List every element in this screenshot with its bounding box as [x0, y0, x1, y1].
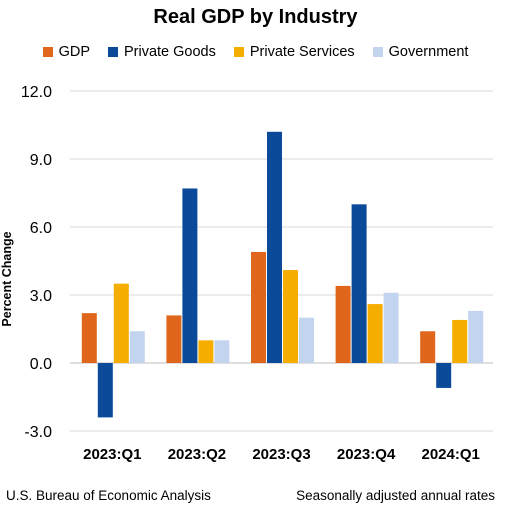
y-axis-label: Percent Change	[0, 231, 14, 326]
bar	[113, 283, 129, 363]
x-tick-label: 2024:Q1	[422, 446, 480, 463]
y-tick-label: 3.0	[30, 288, 52, 305]
bar	[129, 331, 145, 363]
y-tick-label: 9.0	[30, 152, 52, 169]
chart-title: Real GDP by Industry	[153, 6, 358, 28]
bar	[267, 131, 282, 363]
bar	[251, 251, 266, 363]
bar	[166, 315, 182, 363]
bar	[367, 304, 383, 363]
bar	[452, 319, 468, 363]
legend-item: Government	[372, 44, 469, 60]
x-tick-label: 2023:Q3	[252, 446, 310, 463]
y-tick-label: 0.0	[30, 356, 52, 373]
bar	[198, 340, 214, 363]
bar	[383, 292, 399, 363]
y-tick-label: 12.0	[21, 84, 52, 101]
bar	[97, 363, 113, 418]
legend-label: Private Goods	[123, 44, 216, 60]
bar	[335, 285, 351, 363]
bar	[420, 331, 436, 363]
source-note: U.S. Bureau of Economic Analysis	[6, 488, 211, 503]
bar	[351, 204, 367, 363]
x-tick-label: 2023:Q2	[168, 446, 226, 463]
legend-label: Government	[388, 44, 469, 60]
bar	[182, 188, 198, 363]
legend-label: GDP	[58, 44, 90, 60]
legend-item: GDP	[42, 44, 90, 60]
legend-item: Private Goods	[107, 44, 216, 60]
legend-swatch	[372, 47, 383, 57]
bar	[81, 313, 97, 363]
legend-item: Private Services	[233, 44, 355, 60]
legend-swatch	[107, 47, 118, 57]
x-tick-label: 2023:Q4	[337, 446, 396, 463]
legend-swatch	[233, 47, 244, 57]
y-tick-label: 6.0	[30, 220, 52, 237]
legend: GDP Private Goods Private Services Governme…	[0, 44, 511, 60]
bar	[436, 363, 452, 388]
bar	[283, 270, 298, 363]
bar	[468, 310, 484, 363]
bar	[299, 317, 314, 363]
legend-swatch	[42, 47, 53, 57]
x-tick-label: 2023:Q1	[83, 446, 141, 463]
y-tick-label: -3.0	[24, 424, 52, 441]
seasonal-adjustment-note: Seasonally adjusted annual rates	[296, 488, 495, 503]
legend-label: Private Services	[249, 44, 355, 60]
bar	[214, 340, 230, 363]
